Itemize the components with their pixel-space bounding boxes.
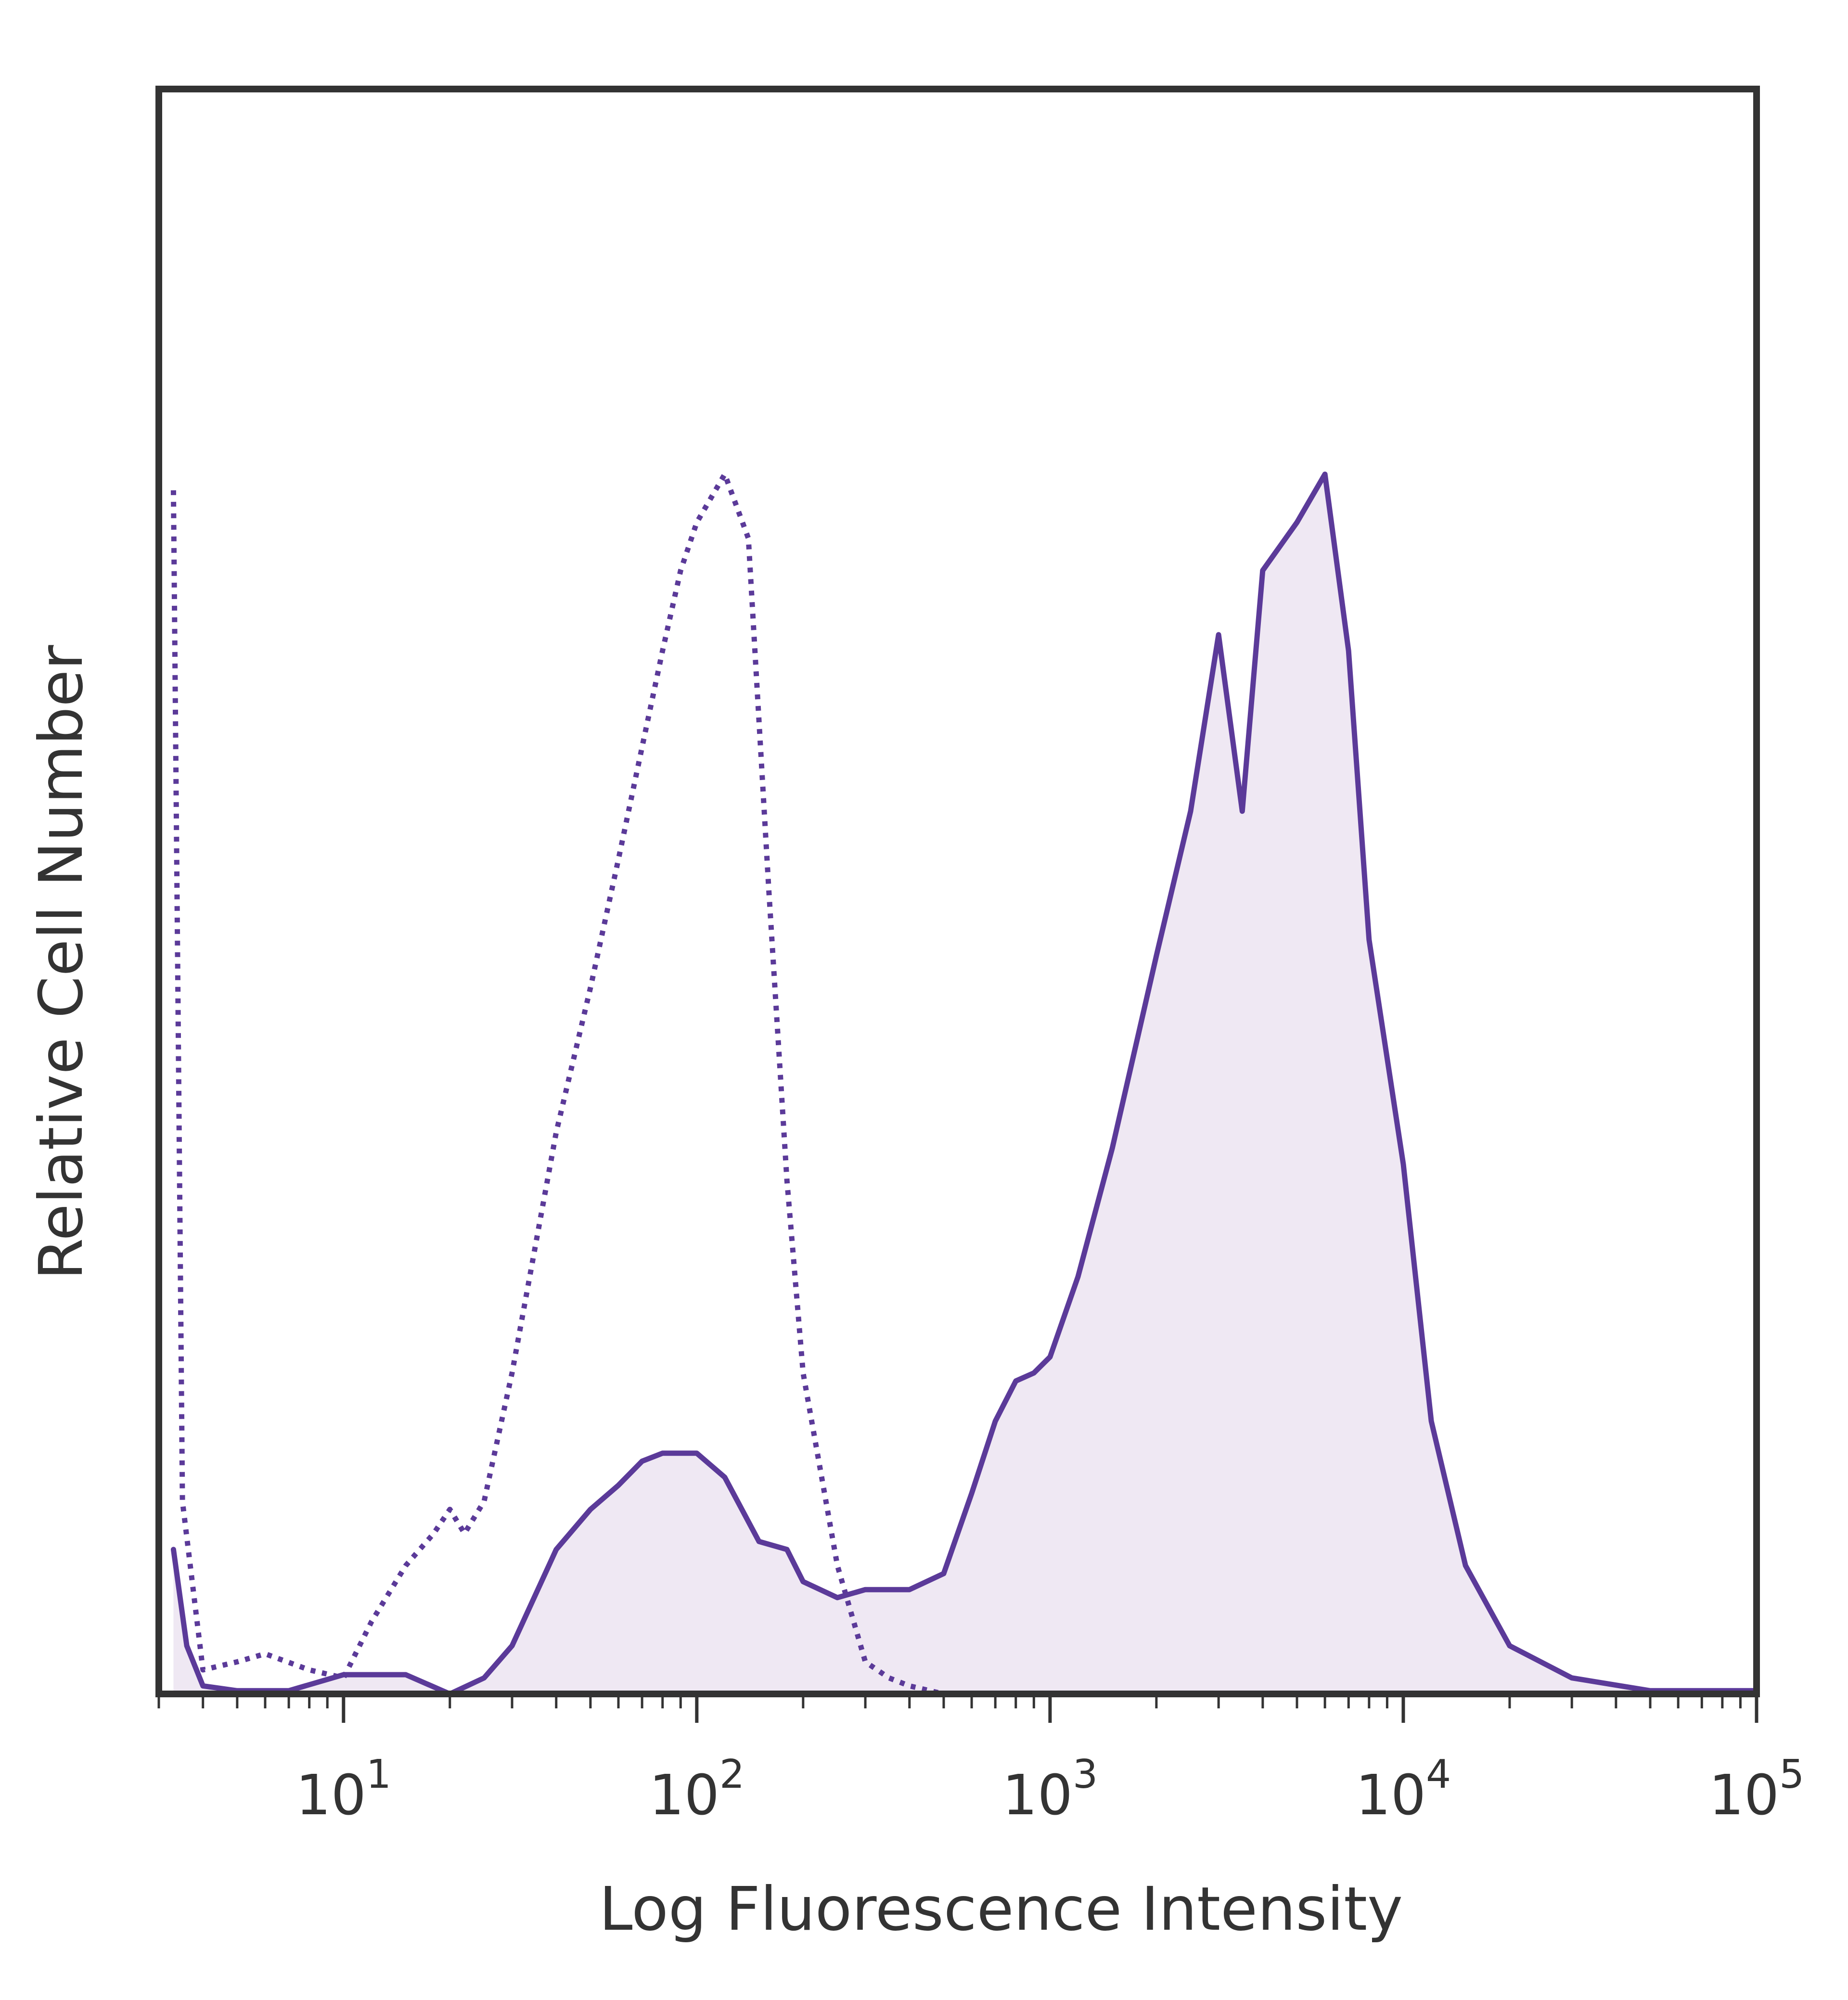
stained-histogram-fill [173,474,1757,1694]
x-tick-label: 103 [1002,1752,1098,1828]
x-tick-label: 102 [649,1752,745,1828]
y-axis-label: Relative Cell Number [26,645,96,1280]
x-tick-label: 101 [296,1752,392,1828]
stained-histogram-line [170,471,1759,1697]
axis-layer: 101 102 103 104 105 [157,1694,1805,1828]
x-axis-label: Log Fluorescence Intensity [599,1874,1403,1944]
x-tick-label: 104 [1356,1752,1451,1828]
series-layer [170,471,1759,1697]
plot-frame [155,86,1760,1697]
control-histogram-line [170,471,1757,1697]
x-tick-label: 105 [1709,1752,1805,1828]
